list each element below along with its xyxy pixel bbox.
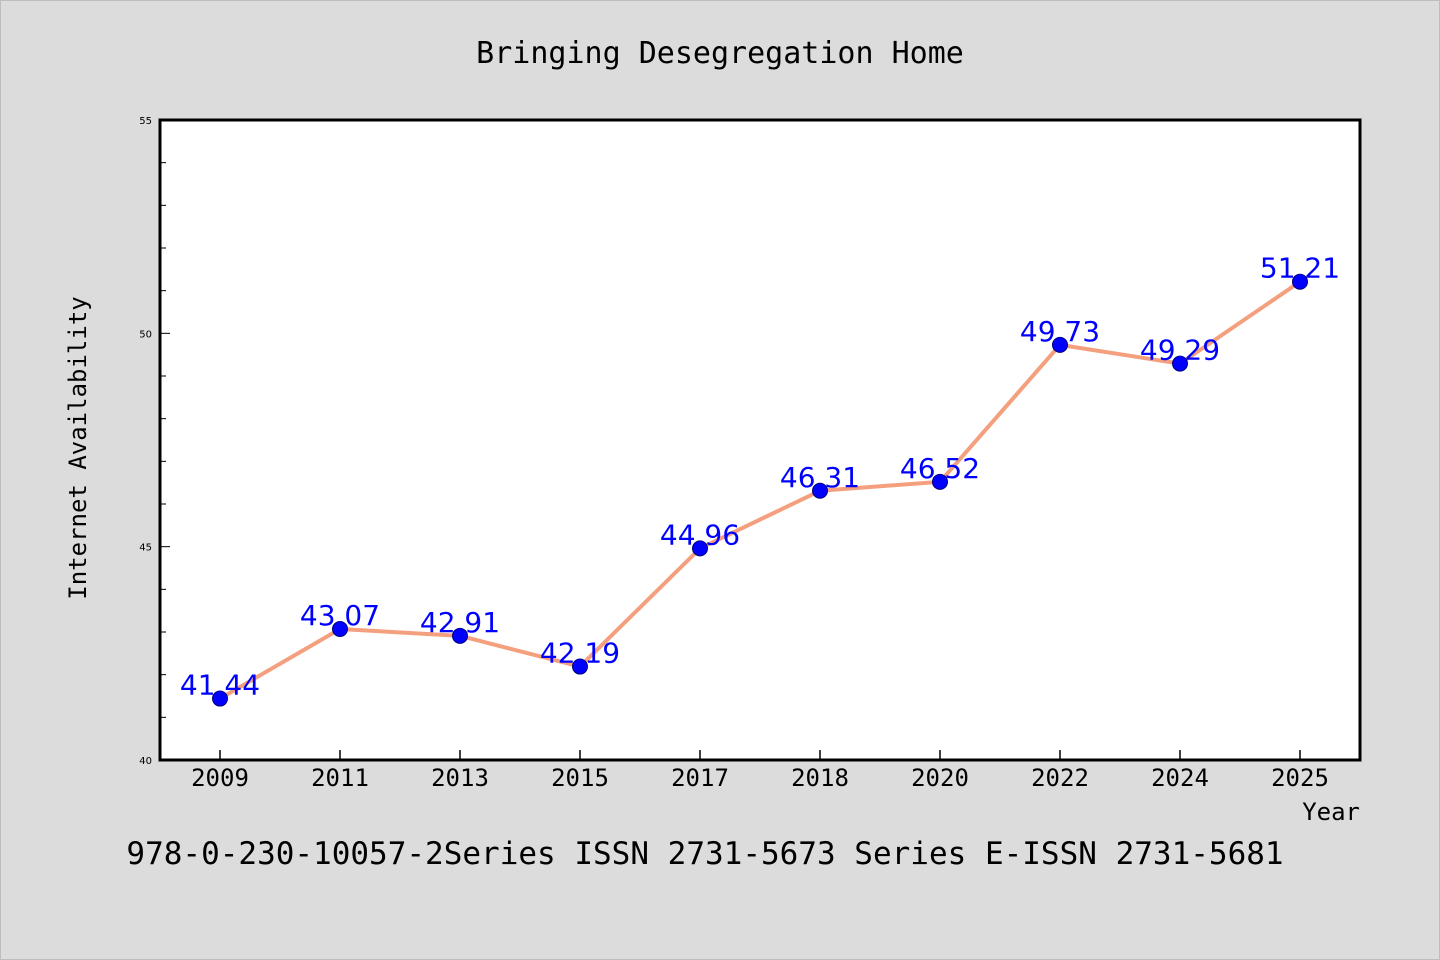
y-axis-title: Internet Availability: [64, 296, 92, 599]
x-tick-label: 2013: [431, 764, 489, 792]
x-tick-label: 2025: [1271, 764, 1329, 792]
data-label: 42.19: [540, 637, 620, 670]
x-tick-label: 2017: [671, 764, 729, 792]
data-point: [692, 540, 708, 557]
y-tick-label: 50: [139, 329, 152, 340]
data-point: [332, 621, 348, 638]
x-tick-label: 2018: [791, 764, 849, 792]
plot-area: [158, 118, 1362, 762]
x-tick-label: 2024: [1151, 764, 1209, 792]
data-point: [1172, 355, 1188, 372]
y-tick-label: 40: [139, 756, 152, 767]
data-label: 42.91: [420, 606, 500, 639]
series-line: [218, 279, 1302, 701]
data-point: [932, 473, 948, 490]
data-label: 46.31: [780, 461, 860, 494]
data-point: [212, 690, 228, 707]
x-tick-label: 2011: [311, 764, 369, 792]
data-point: [572, 658, 588, 675]
y-tick-label: 55: [139, 116, 152, 127]
data-label: 44.96: [660, 518, 740, 551]
x-tick-label: 2009: [191, 764, 249, 792]
x-axis-title: Year: [1302, 798, 1360, 826]
data-point: [1052, 336, 1068, 353]
y-axis: 40 45 50 55: [139, 116, 170, 767]
data-label: 49.73: [1020, 315, 1100, 348]
data-label: 41.44: [180, 669, 260, 702]
chart-title: Bringing Desegregation Home: [476, 36, 964, 71]
data-point: [1292, 273, 1308, 290]
series-line-group: [218, 279, 1302, 701]
series-points-group: [212, 273, 1308, 707]
data-label: 51.21: [1260, 252, 1340, 285]
footer-isbn-text: 978-0-230-10057-2Series ISSN 2731-5673 S…: [126, 836, 1283, 872]
y-tick-label: 45: [139, 543, 152, 554]
data-label: 46.52: [900, 452, 980, 485]
x-axis: 2009 2011 2013 2015 2017 2018 2020 2022 2024 2025: [191, 750, 1329, 792]
x-tick-label: 2022: [1031, 764, 1089, 792]
data-label: 49.29: [1140, 334, 1220, 367]
data-point: [452, 627, 468, 644]
data-point: [812, 482, 828, 499]
x-tick-label: 2015: [551, 764, 609, 792]
data-label: 43.07: [300, 599, 380, 632]
series-labels-group: 41.44 43.07 42.91 42.19 44.96 46.31 46.52 49.73…: [180, 252, 1340, 702]
x-tick-label: 2020: [911, 764, 969, 792]
